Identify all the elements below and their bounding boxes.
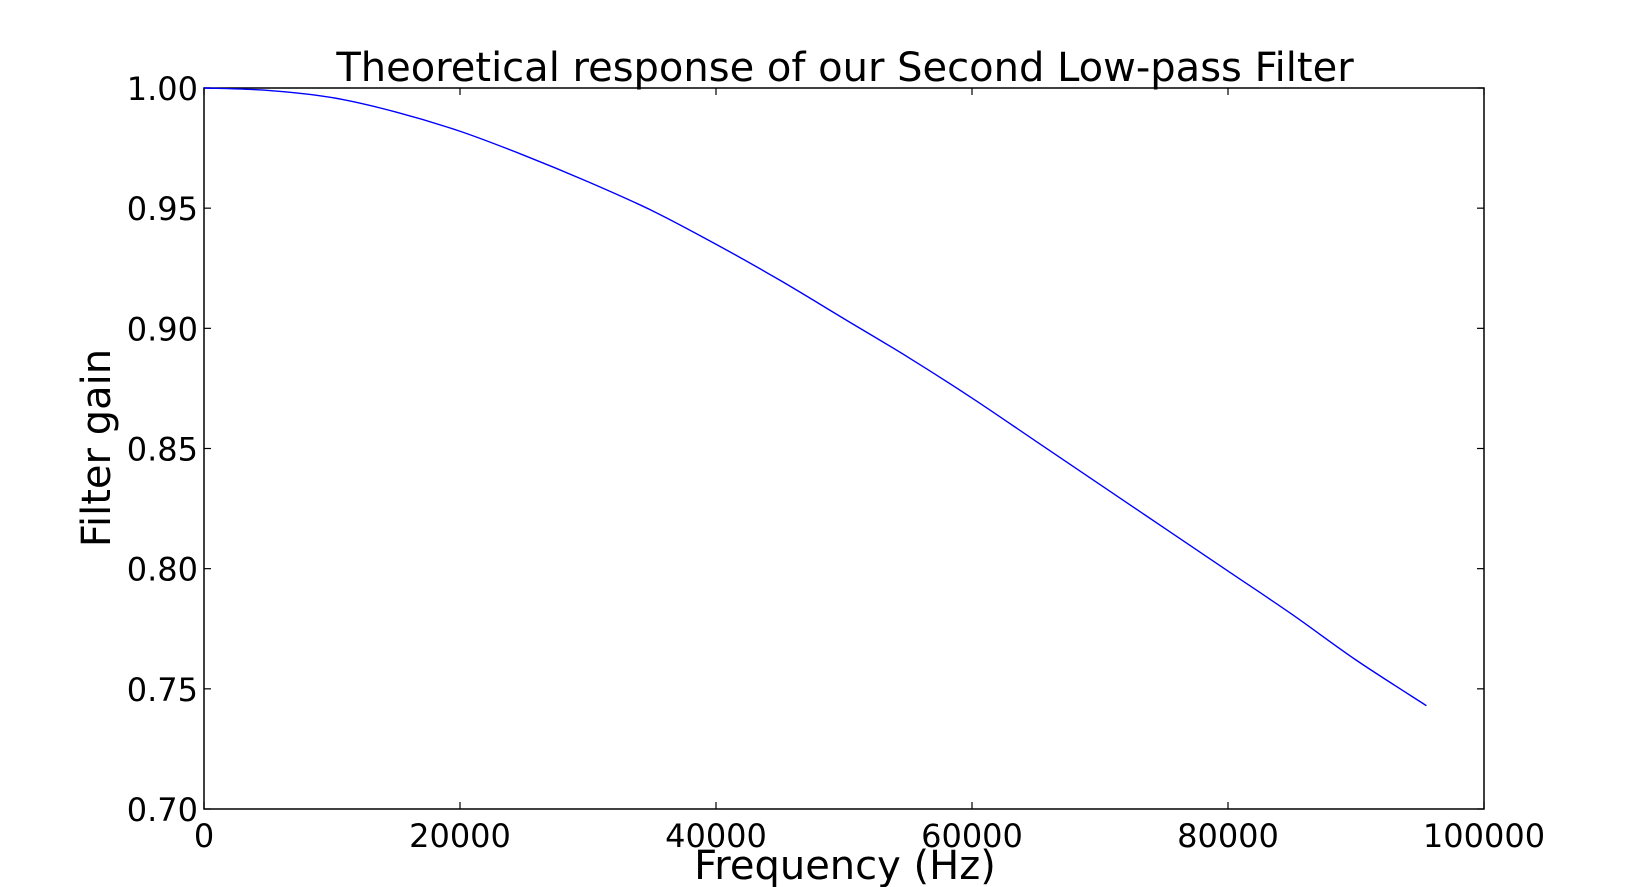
y-tick-label-3: 0.85 (127, 431, 198, 469)
x-tick-label-2: 40000 (665, 817, 767, 855)
series-layer (203, 87, 1427, 707)
y-tick-label-1: 0.75 (127, 671, 198, 709)
x-tick-label-1: 20000 (409, 817, 511, 855)
axis-ticks: 0 20000 40000 60000 80000 100000 0.70 0.75 0.80 0… (127, 70, 1545, 855)
x-axis-label: Frequency (Hz) (694, 843, 996, 887)
y-tick-label-0: 0.70 (127, 791, 198, 829)
chart-title: Theoretical response of our Second Low-p… (335, 45, 1354, 91)
x-tick-label-0: 0 (194, 817, 214, 855)
y-axis-label: Filter gain (74, 349, 120, 547)
y-tick-label-6: 1.00 (127, 70, 198, 108)
plot-area-frame (203, 87, 1485, 810)
x-tick-label-4: 80000 (1177, 817, 1279, 855)
x-tick-label-3: 60000 (921, 817, 1023, 855)
y-tick-label-4: 0.90 (127, 310, 198, 348)
y-tick-label-2: 0.80 (127, 551, 198, 589)
x-tick-label-5: 100000 (1423, 817, 1545, 855)
series-line-0 (203, 87, 1427, 707)
y-tick-label-5: 0.95 (127, 190, 198, 228)
